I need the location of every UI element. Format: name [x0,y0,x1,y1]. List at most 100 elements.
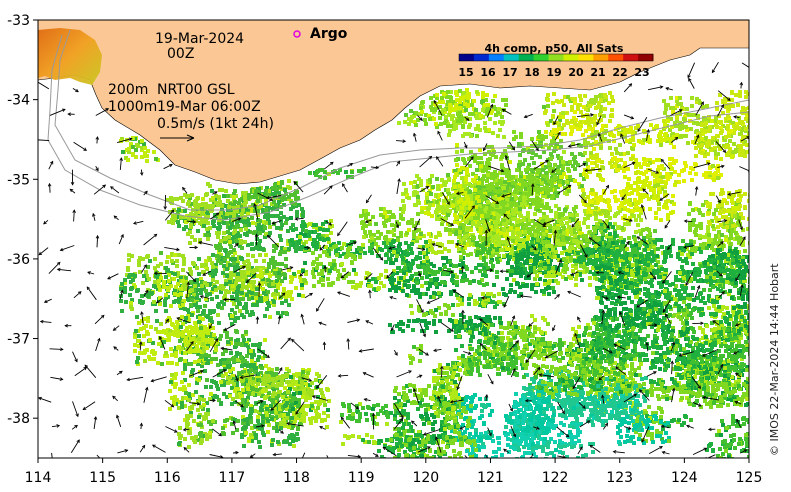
sst-pixel [730,91,734,95]
sst-pixel [721,100,725,104]
sst-pixel [622,169,626,173]
sst-pixel [582,221,586,225]
sst-pixel [432,319,436,323]
sst-pixel [309,421,313,425]
sst-pixel [484,455,488,458]
sst-pixel [563,191,567,195]
sst-pixel [164,309,168,313]
sst-pixel [526,436,530,440]
sst-pixel [410,115,414,119]
sst-pixel [250,216,254,220]
sst-pixel [393,414,397,418]
sst-pixel [261,350,265,354]
sst-pixel [226,230,230,234]
sst-pixel [208,271,212,275]
sst-pixel [749,382,753,386]
sst-pixel [405,435,409,439]
sst-pixel [593,161,597,165]
sst-pixel [208,184,212,188]
sst-pixel [637,214,641,218]
sst-pixel [685,107,689,111]
sst-pixel [119,299,123,303]
sst-pixel [533,212,537,216]
sst-pixel [669,117,673,121]
sst-pixel [732,324,736,328]
sst-pixel [757,373,761,377]
sst-pixel [525,240,529,244]
sst-pixel [215,384,219,388]
sst-pixel [170,252,174,256]
sst-pixel [433,277,437,281]
sst-pixel [479,114,483,118]
sst-pixel [245,354,249,358]
sst-pixel [368,222,372,226]
sst-pixel [250,426,254,430]
sst-pixel [511,432,515,436]
sst-pixel [409,425,413,429]
sst-pixel [557,406,561,410]
sst-pixel [264,298,268,302]
sst-pixel [281,395,285,399]
sst-pixel [350,170,354,174]
sst-pixel [531,466,535,470]
sst-pixel [688,255,692,259]
sst-pixel [365,418,369,422]
sst-pixel [217,305,221,309]
sst-pixel [543,318,547,322]
sst-pixel [146,265,150,269]
sst-pixel [561,451,565,455]
sst-pixel [497,447,501,451]
sst-pixel [173,272,177,276]
sst-pixel [565,455,569,458]
sst-pixel [171,214,175,218]
sst-pixel [198,305,202,309]
sst-pixel [187,398,191,402]
sst-pixel [177,253,181,257]
sst-pixel [526,235,530,239]
sst-pixel [617,225,621,229]
sst-pixel [397,281,401,285]
sst-pixel [579,444,583,448]
sst-pixel [194,302,198,306]
sst-pixel [389,411,393,415]
sst-pixel [557,444,561,448]
sst-pixel [508,470,512,474]
sst-pixel [127,150,131,154]
sst-pixel [692,298,696,302]
sst-pixel [196,283,200,287]
sst-pixel [273,194,277,198]
sst-pixel [197,204,201,208]
sst-pixel [406,279,410,283]
sst-pixel [749,113,753,117]
sst-pixel [666,119,670,123]
sst-pixel [178,296,182,300]
sst-pixel [189,303,193,307]
sst-pixel [386,230,390,234]
sst-pixel [552,290,556,294]
sst-pixel [181,254,185,258]
sst-pixel [560,402,564,406]
sst-pixel [346,436,350,440]
sst-pixel [539,459,543,463]
sst-pixel [724,105,728,109]
sst-pixel [211,253,215,257]
sst-pixel [259,371,263,375]
sst-pixel [543,279,547,283]
sst-pixel [553,190,557,194]
sst-pixel [402,422,406,426]
sst-pixel [225,267,229,271]
sst-pixel [228,364,232,368]
sst-pixel [370,236,374,240]
sst-pixel [401,426,405,430]
sst-pixel [759,262,763,266]
sst-pixel [412,231,416,235]
sst-pixel [358,402,362,406]
sst-pixel [476,459,480,463]
sst-pixel [553,146,557,150]
sst-pixel [527,458,531,462]
sst-pixel [762,365,766,369]
sst-pixel [424,412,428,416]
sst-pixel [177,300,181,304]
sst-pixel [505,277,509,281]
sst-pixel [267,220,271,224]
